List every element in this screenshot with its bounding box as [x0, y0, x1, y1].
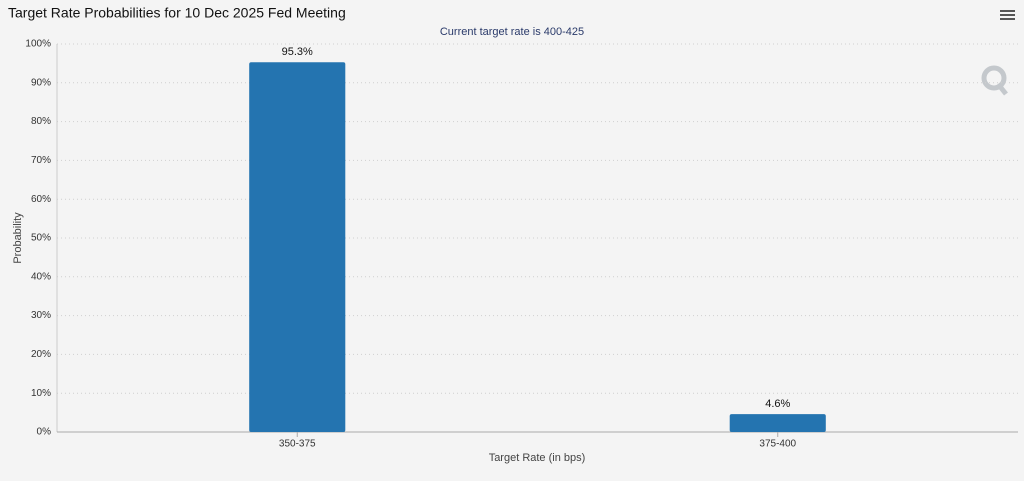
y-tick-label: 80% — [31, 116, 51, 127]
logo — [981, 65, 1008, 96]
menu-bar — [1000, 10, 1015, 12]
x-tick-label: 375-400 — [759, 439, 796, 450]
y-tick-label: 50% — [31, 233, 51, 244]
y-tick-label: 30% — [31, 310, 51, 321]
logo-tail — [996, 82, 1008, 96]
logo-ring — [981, 65, 1007, 91]
y-tick-label: 100% — [25, 39, 51, 50]
data-label: 95.3% — [282, 46, 313, 58]
menu-bar — [1000, 14, 1015, 16]
chart-title: Target Rate Probabilities for 10 Dec 202… — [8, 5, 346, 21]
y-tick-label: 60% — [31, 194, 51, 205]
y-tick-label: 0% — [37, 427, 52, 438]
y-tick-label: 20% — [31, 349, 51, 360]
data-label: 4.6% — [765, 398, 790, 410]
menu-bar — [1000, 18, 1015, 20]
bar — [729, 414, 826, 432]
y-tick-label: 70% — [31, 155, 51, 166]
chart-subtitle: Current target rate is 400-425 — [440, 26, 584, 38]
x-axis-title: Target Rate (in bps) — [489, 452, 586, 464]
bar — [249, 62, 346, 433]
menu-button[interactable] — [1000, 10, 1015, 20]
y-axis-title: Probability — [12, 212, 24, 264]
x-tick-label: 350-375 — [279, 439, 316, 450]
y-tick-label: 40% — [31, 271, 51, 282]
y-tick-label: 10% — [31, 388, 51, 399]
y-tick-label: 90% — [31, 77, 51, 88]
